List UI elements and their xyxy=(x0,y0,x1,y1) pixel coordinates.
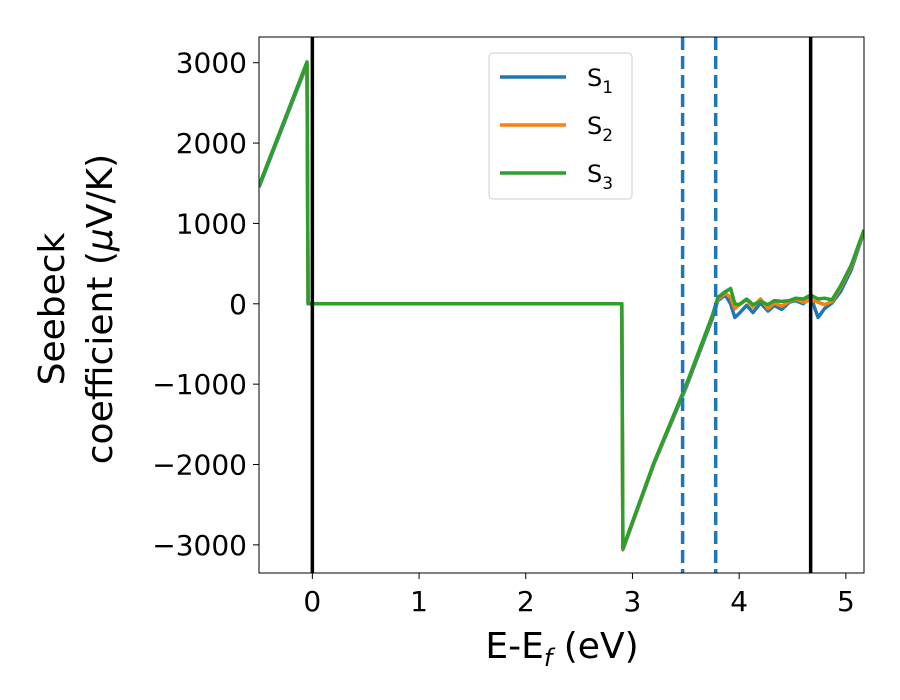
x-tick-label: 3 xyxy=(624,585,642,618)
plot-lines xyxy=(259,60,864,552)
y-tick-label: 1000 xyxy=(176,207,247,240)
x-tick-label: 5 xyxy=(837,585,855,618)
y-tick-label: −2000 xyxy=(152,449,247,482)
x-tick-label: 0 xyxy=(303,585,321,618)
legend-label-1: S1 xyxy=(587,64,613,98)
x-tick-label: 2 xyxy=(517,585,535,618)
y-axis-label-line2: coefficient (μV/K) xyxy=(80,154,121,464)
x-tick-label: 4 xyxy=(730,585,748,618)
y-tick-label: 0 xyxy=(229,288,247,321)
x-axis-label-main: E-E xyxy=(485,626,543,667)
y-axis-label-line1: Seebeck xyxy=(32,232,73,385)
y-tick-label: −3000 xyxy=(152,529,247,562)
x-axis-label: E-Ef (eV) xyxy=(485,626,638,672)
y-axis-label-mu: μ xyxy=(80,228,121,252)
legend: S1 S2 S3 xyxy=(488,52,633,200)
y-tick-label: −1000 xyxy=(152,368,247,401)
y-tick-label: 3000 xyxy=(176,47,247,80)
x-axis-label-unit: (eV) xyxy=(552,626,638,667)
x-tick-label: 1 xyxy=(410,585,428,618)
series-line-3 xyxy=(259,60,864,550)
x-axis-ticks: 0 1 2 3 4 5 xyxy=(303,573,855,618)
legend-label-3: S3 xyxy=(587,160,613,194)
y-axis-label-part-b: V/K) xyxy=(80,154,121,228)
y-tick-label: 2000 xyxy=(176,127,247,160)
vertical-reference-lines xyxy=(310,37,813,573)
legend-label-2: S2 xyxy=(587,112,613,146)
y-axis-ticks: 3000 2000 1000 0 −1000 −2000 −3000 xyxy=(152,47,259,562)
y-axis-label-part-a: coefficient ( xyxy=(80,251,121,464)
plot-frame xyxy=(258,36,865,574)
